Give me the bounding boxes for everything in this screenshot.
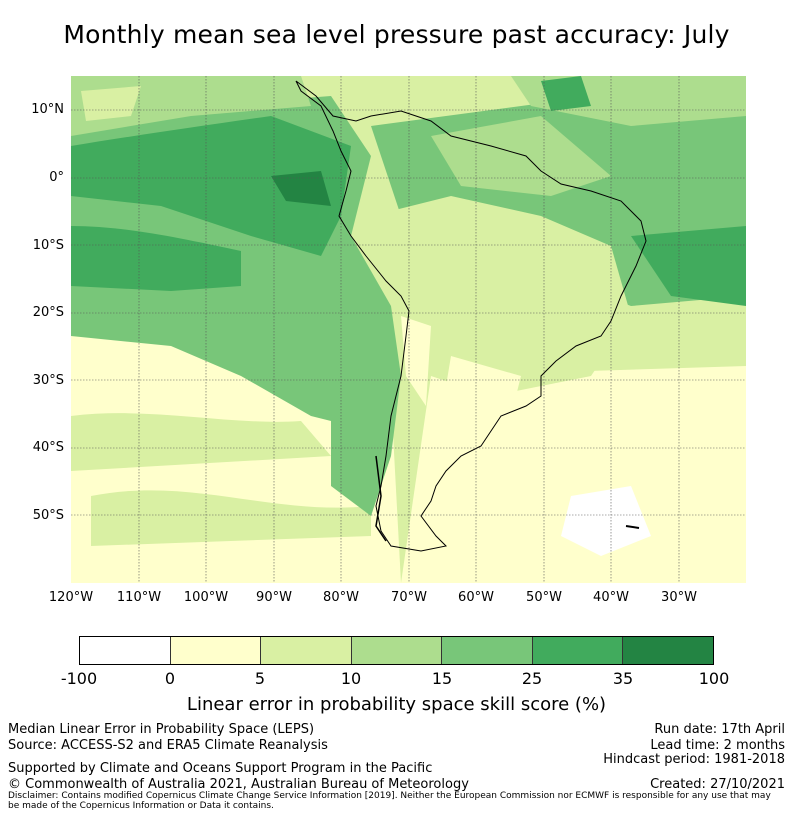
run-date: Run date: 17th April [654, 722, 785, 737]
lon-label-90w: 90°W [256, 590, 292, 605]
colorbar-segment [80, 637, 171, 664]
colorbar-segment [170, 637, 262, 664]
colorbar-segment [623, 637, 714, 664]
pacific-band-a [71, 413, 331, 471]
lat-label-0: 0° [49, 170, 64, 185]
lat-label-20s: 20°S [32, 305, 64, 320]
white-patch [561, 486, 651, 556]
footer-leps: Median Linear Error in Probability Space… [8, 722, 315, 737]
colorbar-tick: 25 [521, 669, 543, 688]
skill-map [71, 76, 746, 583]
lon-label-60w: 60°W [458, 590, 494, 605]
colorbar-segment [261, 637, 352, 664]
atlantic-dark [631, 226, 746, 306]
south-america-coastline [295, 80, 647, 552]
colorbar-segment [442, 637, 533, 664]
argentina-pale [441, 356, 521, 476]
colorbar-tick: 5 [254, 669, 266, 688]
lon-label-100w: 100°W [183, 590, 229, 605]
eq-pacific-core [271, 171, 331, 206]
colorbar-segment [532, 637, 624, 664]
colorbar-tick: 35 [612, 669, 634, 688]
chile-mid [331, 366, 401, 516]
colorbar-tick: 0 [164, 669, 176, 688]
colorbar-segment [351, 637, 443, 664]
colorbar-tick: -100 [60, 669, 98, 688]
lon-label-70w: 70°W [391, 590, 427, 605]
lon-label-30w: 30°W [661, 590, 697, 605]
north-pacific-pale [81, 86, 141, 121]
caribbean-dark [541, 76, 591, 111]
disclaimer-line-2: be made of the Copernicus Information or… [8, 801, 274, 811]
falklands [625, 525, 640, 529]
lon-label-50w: 50°W [526, 590, 562, 605]
colorbar [79, 636, 714, 665]
colorbar-tick: 15 [431, 669, 453, 688]
eq-pacific-dark [71, 116, 351, 256]
gridlines [71, 76, 746, 583]
hindcast-period: Hindcast period: 1981-2018 [603, 752, 785, 767]
lon-label-120w: 120°W [48, 590, 94, 605]
disclaimer-line-1: Disclaimer: Contains modified Copernicus… [8, 791, 771, 801]
colorbar-title: Linear error in probability space skill … [186, 694, 607, 715]
continent-pale [371, 196, 631, 396]
andes-pale [401, 316, 431, 406]
footer-support: Supported by Climate and Oceans Support … [8, 761, 433, 776]
lon-label-110w: 110°W [116, 590, 162, 605]
lat-label-30s: 30°S [32, 373, 64, 388]
lat-label-10n: 10°N [31, 102, 64, 117]
lead-time: Lead time: 2 months [650, 738, 785, 753]
footer-source: Source: ACCESS-S2 and ERA5 Climate Reana… [8, 738, 328, 753]
chile-fjords [375, 455, 387, 542]
lon-label-80w: 80°W [323, 590, 359, 605]
pacific-band-b [91, 490, 371, 546]
colorbar-tick: 10 [340, 669, 362, 688]
page-title: Monthly mean sea level pressure past acc… [63, 20, 730, 49]
created-date: Created: 27/10/2021 [650, 777, 785, 792]
lat-label-50s: 50°S [32, 508, 64, 523]
lat-label-40s: 40°S [32, 440, 64, 455]
lat-label-10s: 10°S [32, 238, 64, 253]
colorbar-tick: 100 [698, 669, 730, 688]
footer-copyright: © Commonwealth of Australia 2021, Austra… [8, 777, 469, 792]
eq-pacific-dark-2 [71, 226, 241, 291]
lon-label-40w: 40°W [593, 590, 629, 605]
